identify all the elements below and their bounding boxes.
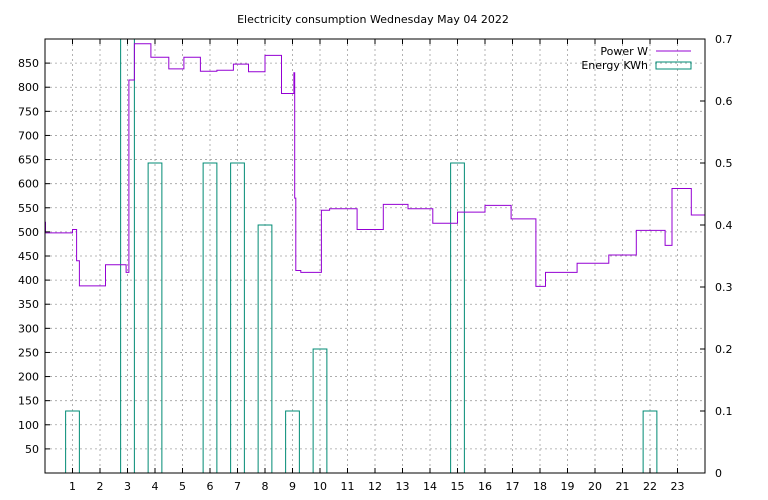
y-right-tick-label: 0.7 <box>715 33 733 46</box>
legend: Power W Energy KWh <box>581 45 692 72</box>
y-left-tick-label: 750 <box>18 105 39 118</box>
x-tick-label: 3 <box>124 480 131 493</box>
grid-layer <box>45 39 705 473</box>
x-tick-label: 19 <box>561 480 575 493</box>
power-line <box>45 43 705 287</box>
x-tick-label: 4 <box>152 480 159 493</box>
y-left-tick-label: 250 <box>18 346 39 359</box>
y-left-tick-label: 850 <box>18 57 39 70</box>
x-tick-label: 8 <box>262 480 269 493</box>
y-left-tick-label: 300 <box>18 322 39 335</box>
y-right-tick-label: 0.6 <box>715 95 733 108</box>
power-series <box>45 43 705 287</box>
x-tick-label: 1 <box>69 480 76 493</box>
y-left-tick-label: 100 <box>18 419 39 432</box>
y-right-tick-label: 0.5 <box>715 157 733 170</box>
x-tick-label: 17 <box>506 480 520 493</box>
x-tick-label: 15 <box>451 480 465 493</box>
x-tick-label: 22 <box>643 480 657 493</box>
x-tick-label: 23 <box>671 480 685 493</box>
x-tick-label: 20 <box>588 480 602 493</box>
chart-title: Electricity consumption Wednesday May 04… <box>237 13 509 26</box>
y-left-tick-label: 150 <box>18 395 39 408</box>
y-left-tick-label: 600 <box>18 178 39 191</box>
y-left-tick-label: 450 <box>18 250 39 263</box>
plot-frame <box>44 38 706 474</box>
x-tick-label: 12 <box>368 480 382 493</box>
x-tick-label: 16 <box>478 480 492 493</box>
y-left-tick-label: 200 <box>18 371 39 384</box>
x-tick-label: 2 <box>97 480 104 493</box>
y-left-tick-label: 400 <box>18 274 39 287</box>
x-tick-label: 14 <box>423 480 437 493</box>
y-right-tick-label: 0.3 <box>715 281 733 294</box>
x-tick-label: 7 <box>234 480 241 493</box>
y-left-tick-label: 550 <box>18 202 39 215</box>
x-tick-label: 21 <box>616 480 630 493</box>
y-left-tick-label: 800 <box>18 81 39 94</box>
legend-label-power: Power W <box>600 45 648 58</box>
x-tick-label: 10 <box>313 480 327 493</box>
y-left-tick-label: 650 <box>18 154 39 167</box>
x-tick-label: 6 <box>207 480 214 493</box>
y-left-tick-label: 500 <box>18 226 39 239</box>
x-tick-label: 11 <box>341 480 355 493</box>
y-right-tick-label: 0 <box>715 467 722 480</box>
x-tick-label: 13 <box>396 480 410 493</box>
y-right-tick-label: 0.2 <box>715 343 733 356</box>
legend-swatch-energy <box>655 61 692 70</box>
axes-layer: 1 2 3 4 5 6 7 8 9 10 11 12 13 14 15 16 17 18 19 20 21 22 23501… <box>18 33 733 493</box>
y-right-tick-label: 0.1 <box>715 405 733 418</box>
legend-label-energy: Energy KWh <box>581 59 648 72</box>
x-tick-label: 5 <box>179 480 186 493</box>
y-left-tick-label: 700 <box>18 129 39 142</box>
y-left-tick-label: 50 <box>25 443 39 456</box>
y-left-tick-label: 350 <box>18 298 39 311</box>
x-tick-label: 18 <box>533 480 547 493</box>
x-tick-label: 9 <box>289 480 296 493</box>
y-right-tick-label: 0.4 <box>715 219 733 232</box>
